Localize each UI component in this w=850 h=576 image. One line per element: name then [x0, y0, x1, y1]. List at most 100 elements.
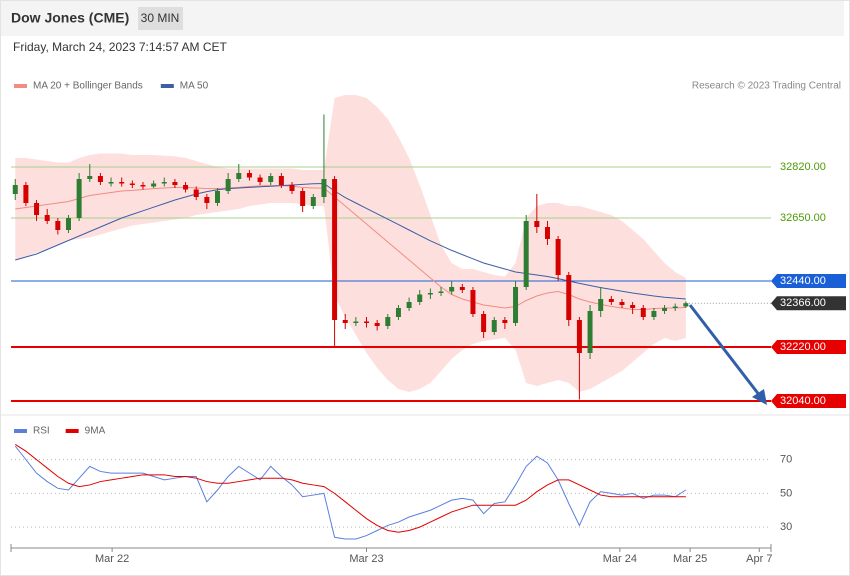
level-label: 32650.00: [780, 212, 826, 224]
candle-body: [438, 291, 444, 293]
interval-badge: [138, 7, 183, 30]
candle-body: [236, 173, 242, 179]
candle-body: [151, 183, 157, 187]
candle-body: [353, 321, 359, 323]
candle-body: [172, 182, 178, 185]
source: Research © 2023 Trading Central: [692, 81, 841, 92]
candle-body: [204, 197, 210, 203]
last-price-box: [771, 296, 846, 311]
candle-body: [672, 306, 678, 308]
level-label: 32220.00: [780, 341, 826, 353]
rsi-line: [14, 445, 687, 540]
candle-body: [662, 308, 668, 311]
candle-body: [576, 320, 582, 353]
candle-body: [481, 314, 487, 332]
candle-body: [214, 191, 220, 203]
forecast-arrow: [688, 304, 762, 397]
ma-line: [15, 182, 686, 300]
candle-body: [161, 182, 167, 184]
candle-body: [65, 218, 71, 230]
x-tick-label: Apr 7: [746, 553, 772, 565]
candle-body: [427, 293, 433, 295]
legend-swatch: [14, 429, 27, 433]
x-tick-label: Mar 24: [603, 553, 637, 565]
candle-body: [140, 185, 146, 187]
legend-swatch: [160, 84, 174, 88]
candle-body: [300, 191, 306, 206]
candle-body: [598, 299, 604, 311]
ma-line: [15, 185, 686, 310]
candle-body: [608, 299, 614, 302]
candle-body: [55, 221, 61, 230]
level-box: [771, 274, 846, 288]
legend-swatch: [65, 429, 79, 433]
x-tick-label: Mar 22: [95, 553, 129, 565]
rsi-panel: 30 50 70 Mar 22 Mar 23 Mar 24 Mar 25 Apr 7 RSI 9M…: [10, 426, 792, 565]
candle-body: [395, 308, 401, 317]
candle-body: [97, 176, 103, 182]
candle-body: [257, 177, 263, 182]
candle-body: [374, 323, 380, 326]
candle-body: [385, 317, 391, 326]
candle-body: [225, 179, 231, 191]
candle-body: [289, 185, 295, 191]
candle-body: [406, 302, 412, 308]
candle-body: [544, 227, 550, 239]
legend-label: RSI: [33, 426, 50, 437]
rsi-line: [14, 444, 686, 533]
candle-body: [566, 275, 572, 320]
candle-body: [76, 179, 82, 218]
candle-body: [193, 189, 199, 197]
candle-body: [587, 311, 593, 353]
candle-body: [619, 302, 625, 305]
level-box: [771, 394, 846, 408]
candle-body: [278, 176, 284, 185]
candle-body: [630, 305, 636, 308]
candle-body: [183, 185, 189, 190]
legend-label: MA 20 + Bollinger Bands: [33, 81, 143, 92]
candle-body: [523, 221, 529, 287]
candle-body: [502, 320, 508, 323]
candle-body: [44, 215, 50, 221]
candle-body: [23, 185, 29, 203]
candle-body: [310, 197, 316, 206]
y-tick-label: 70: [780, 454, 792, 466]
candle-body: [651, 311, 657, 317]
bollinger-band: [15, 95, 686, 392]
timestamp: Friday, March 24, 2023 7:14:57 AM CET: [13, 40, 228, 54]
candle-body: [364, 321, 370, 323]
level-label: 32820.00: [780, 161, 826, 173]
chart-title: Dow Jones (CME): [11, 10, 129, 26]
candle-body: [640, 308, 646, 317]
candle-body: [470, 290, 476, 314]
legend-label: MA 50: [180, 81, 209, 92]
candle-body: [332, 179, 338, 320]
level-label: 32440.00: [780, 275, 826, 287]
candle-body: [683, 303, 689, 307]
y-tick-label: 50: [780, 487, 792, 499]
candle-body: [417, 294, 423, 302]
legend-swatch: [14, 84, 27, 88]
candle-body: [342, 320, 348, 323]
level-box: [771, 340, 846, 354]
price-panel: 32820.00 32650.00 32440.00 32220.00 32040.00…: [11, 81, 846, 408]
candle-body: [534, 221, 540, 227]
candle-body: [555, 239, 561, 275]
candle-body: [268, 176, 274, 182]
y-tick-label: 30: [780, 521, 792, 533]
candle-body: [491, 320, 497, 332]
candle-body: [34, 203, 40, 215]
candle-body: [119, 182, 125, 184]
candle-body: [321, 179, 327, 197]
legend-label: 9MA: [85, 426, 106, 437]
candle-body: [87, 176, 93, 179]
x-tick-label: Mar 23: [349, 553, 383, 565]
candle-body: [246, 173, 252, 178]
candle-body: [108, 182, 114, 184]
x-tick-label: Mar 25: [673, 553, 707, 565]
candle-body: [459, 287, 465, 290]
level-label: 32040.00: [780, 395, 826, 407]
interval: 30 MIN: [141, 11, 180, 25]
